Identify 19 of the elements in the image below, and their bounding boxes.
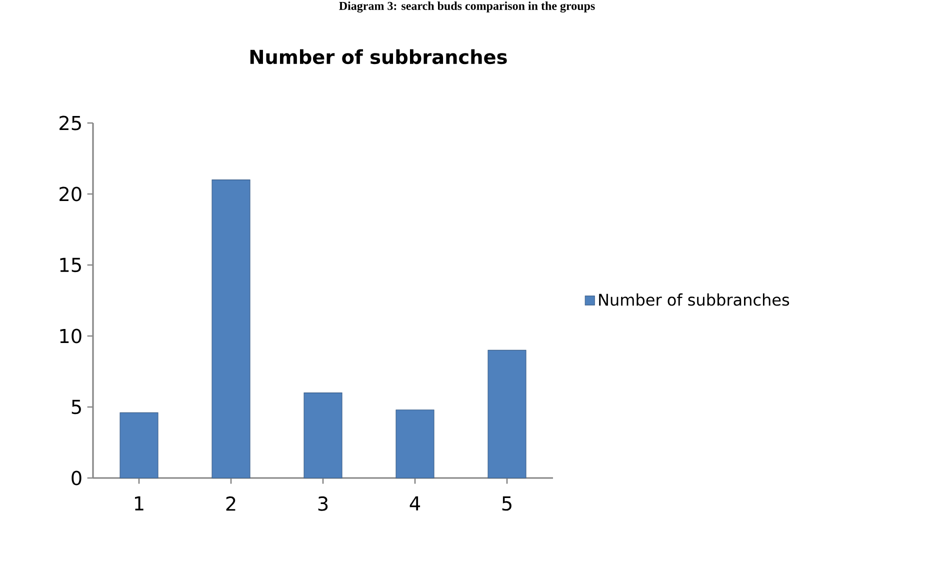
bar xyxy=(212,180,250,478)
bar xyxy=(488,350,526,478)
bar xyxy=(396,410,434,478)
legend-label: Number of subbranches xyxy=(599,293,790,306)
x-tick-label: 4 xyxy=(410,496,420,510)
x-tick-label: 1 xyxy=(135,496,144,510)
text: Diagram 3: search buds comparison in the groups xyxy=(339,2,595,12)
x-tick-label: 5 xyxy=(502,496,512,511)
bar xyxy=(304,392,342,478)
x-tick-label: 3 xyxy=(318,496,328,511)
y-tick-label: 0 xyxy=(72,470,82,486)
chart-title: Number of subbranches xyxy=(250,49,507,64)
y-tick-label: 10 xyxy=(60,328,82,344)
y-tick-label: 15 xyxy=(60,258,81,272)
y-tick-label: 25 xyxy=(60,116,81,130)
bar xyxy=(120,412,158,478)
y-tick-label: 5 xyxy=(72,400,81,414)
x-tick-label: 2 xyxy=(226,496,236,511)
y-tick-label: 20 xyxy=(60,186,82,202)
